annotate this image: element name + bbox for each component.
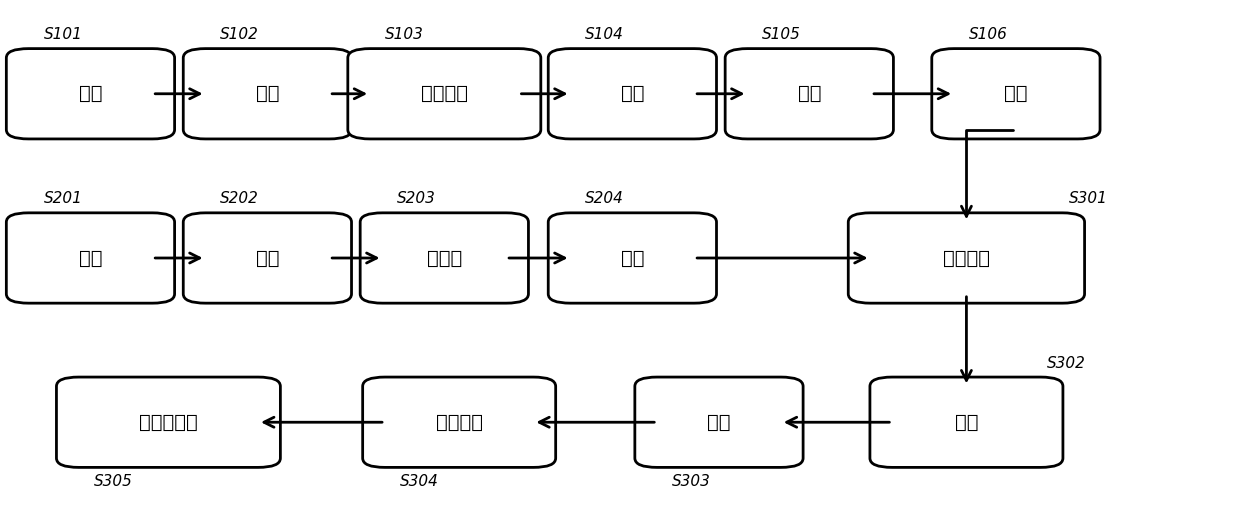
Text: S304: S304	[399, 474, 439, 489]
FancyBboxPatch shape	[635, 377, 804, 467]
FancyBboxPatch shape	[870, 377, 1063, 467]
Text: S301: S301	[1069, 191, 1107, 206]
FancyBboxPatch shape	[848, 213, 1085, 303]
Text: 电镀: 电镀	[797, 84, 821, 103]
Text: 底部互连: 底部互连	[420, 84, 467, 103]
Text: S103: S103	[384, 27, 424, 42]
Text: S203: S203	[397, 191, 436, 206]
FancyBboxPatch shape	[360, 213, 528, 303]
Text: 移除基底: 移除基底	[435, 413, 482, 432]
FancyBboxPatch shape	[6, 213, 175, 303]
Text: 焊料熔化: 焊料熔化	[942, 249, 990, 267]
Text: S105: S105	[763, 27, 801, 42]
Text: 去胶: 去胶	[1004, 84, 1028, 103]
Text: 再次致密化: 再次致密化	[139, 413, 198, 432]
Text: 光刻: 光刻	[621, 84, 644, 103]
FancyBboxPatch shape	[931, 49, 1100, 139]
Text: S302: S302	[1047, 356, 1086, 370]
Text: 淀积: 淀积	[78, 249, 102, 267]
Text: S305: S305	[93, 474, 133, 489]
Text: 致密化: 致密化	[427, 249, 463, 267]
FancyBboxPatch shape	[548, 49, 717, 139]
Text: S202: S202	[221, 191, 259, 206]
FancyBboxPatch shape	[347, 49, 541, 139]
FancyBboxPatch shape	[725, 49, 894, 139]
Text: S201: S201	[43, 191, 82, 206]
Text: 对准: 对准	[955, 413, 978, 432]
Text: S204: S204	[585, 191, 624, 206]
Text: S303: S303	[672, 474, 711, 489]
Text: S104: S104	[585, 27, 624, 42]
FancyBboxPatch shape	[184, 213, 351, 303]
Text: 融合: 融合	[707, 413, 730, 432]
FancyBboxPatch shape	[57, 377, 280, 467]
Text: 溅射: 溅射	[621, 249, 644, 267]
Text: 钝化: 钝化	[255, 84, 279, 103]
Text: S102: S102	[221, 27, 259, 42]
Text: 生长: 生长	[255, 249, 279, 267]
FancyBboxPatch shape	[548, 213, 717, 303]
FancyBboxPatch shape	[6, 49, 175, 139]
FancyBboxPatch shape	[184, 49, 351, 139]
Text: S101: S101	[43, 27, 82, 42]
FancyBboxPatch shape	[362, 377, 556, 467]
Text: 布线: 布线	[78, 84, 102, 103]
Text: S106: S106	[968, 27, 1008, 42]
